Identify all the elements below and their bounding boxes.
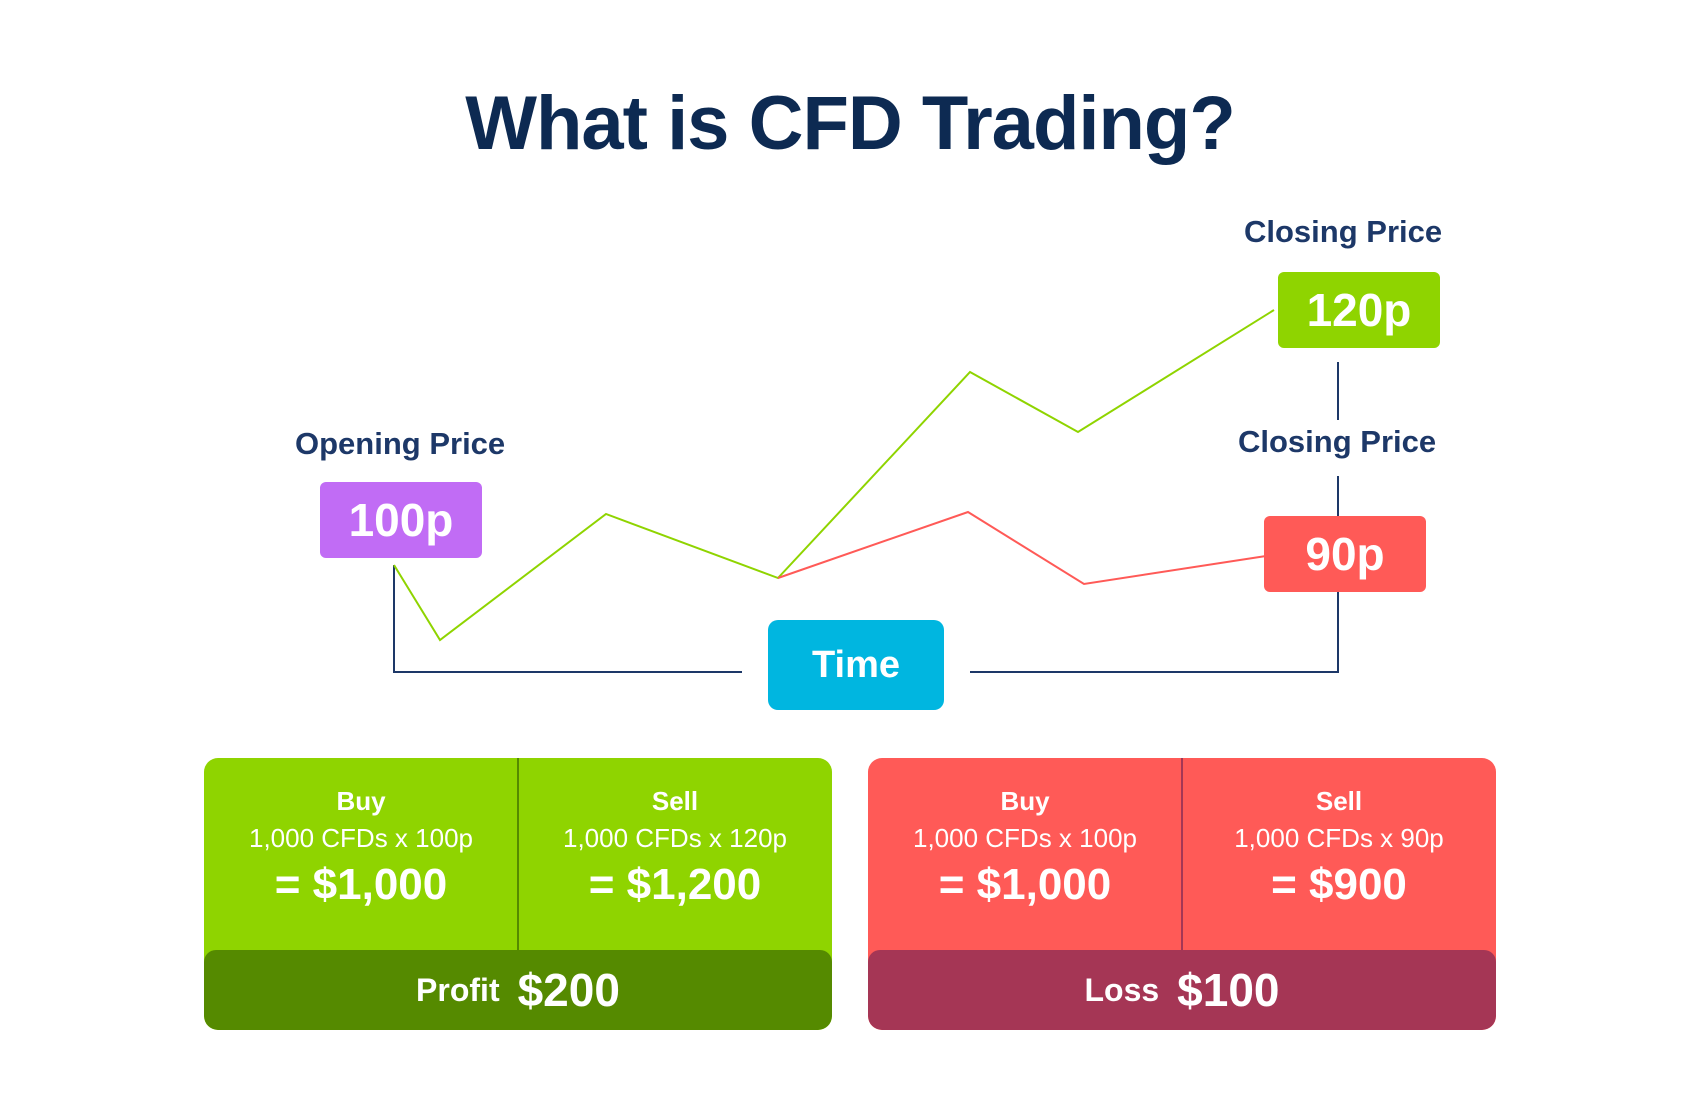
- profit-footer: Profit $200: [204, 950, 832, 1030]
- profit-sell-detail: 1,000 CFDs x 120p: [562, 823, 787, 853]
- profit-sell-column: Sell 1,000 CFDs x 120p = $1,200: [518, 758, 832, 950]
- closing-price-label-up: Closing Price: [1244, 214, 1443, 249]
- loss-footer: Loss $100: [868, 950, 1496, 1030]
- loss-buy-detail: 1,000 CFDs x 100p: [912, 823, 1137, 853]
- profit-value: $200: [517, 964, 620, 1016]
- time-axis-right: [970, 588, 1339, 673]
- opening-price-badge: 100p: [320, 482, 482, 558]
- time-axis-label: Time: [768, 620, 944, 710]
- closing-price-up-badge: 120p: [1278, 272, 1440, 348]
- closing-price-down-badge: 90p: [1264, 516, 1426, 592]
- profit-buy-heading: Buy: [336, 786, 386, 816]
- profit-panel: Buy 1,000 CFDs x 100p = $1,000 Sell 1,00…: [204, 758, 832, 1030]
- price-line-down: [777, 510, 1267, 586]
- profit-sell-heading: Sell: [651, 786, 699, 816]
- loss-column-divider: [1181, 758, 1183, 950]
- loss-buy-heading: Buy: [1000, 786, 1050, 816]
- loss-sell-heading: Sell: [1315, 786, 1363, 816]
- profit-buy-detail: 1,000 CFDs x 100p: [248, 823, 473, 853]
- loss-panel: Buy 1,000 CFDs x 100p = $1,000 Sell 1,00…: [868, 758, 1496, 1030]
- time-axis-left: [393, 565, 742, 673]
- price-line-up: [393, 309, 1275, 642]
- profit-buy-total: = $1,000: [274, 860, 448, 909]
- profit-buy-column: Buy 1,000 CFDs x 100p = $1,000: [204, 758, 518, 950]
- loss-sell-detail: 1,000 CFDs x 90p: [1234, 823, 1444, 853]
- opening-price-label: Opening Price: [295, 426, 506, 461]
- profit-label: Profit: [416, 971, 500, 1008]
- loss-value: $100: [1177, 964, 1280, 1016]
- page-title: What is CFD Trading?: [465, 81, 1236, 166]
- profit-sell-total: = $1,200: [588, 860, 762, 909]
- loss-sell-total: = $900: [1271, 860, 1407, 909]
- closing-price-label-down: Closing Price: [1238, 424, 1437, 459]
- loss-sell-column: Sell 1,000 CFDs x 90p = $900: [1182, 758, 1496, 950]
- profit-column-divider: [517, 758, 519, 950]
- loss-label: Loss: [1084, 971, 1160, 1008]
- loss-buy-column: Buy 1,000 CFDs x 100p = $1,000: [868, 758, 1182, 950]
- loss-buy-total: = $1,000: [938, 860, 1112, 909]
